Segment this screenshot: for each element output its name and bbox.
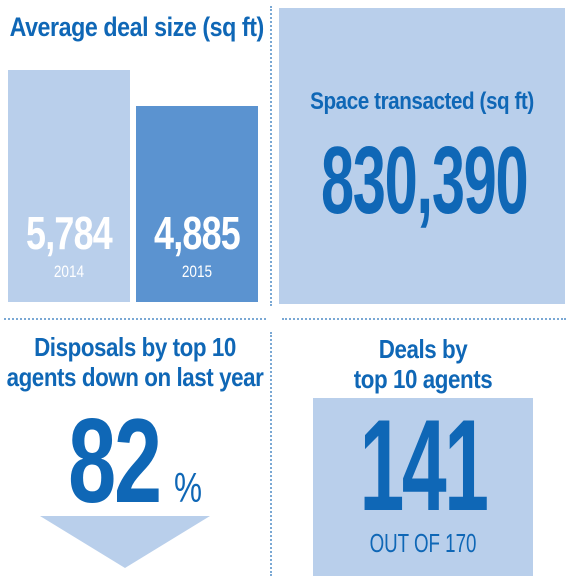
vertical-divider-top bbox=[270, 6, 272, 306]
vertical-divider-bottom bbox=[270, 332, 272, 576]
average-deal-size-panel: Average deal size (sq ft) 5,784 2014 4,885… bbox=[0, 0, 270, 310]
average-deal-size-title: Average deal size (sq ft) bbox=[9, 12, 265, 42]
disposals-title-line2: agents down on last year bbox=[6, 362, 264, 392]
space-transacted-value: 830,390 bbox=[320, 127, 529, 234]
deals-box: 141 OUT OF 170 bbox=[313, 392, 533, 576]
deals-sub: OUT OF 170 bbox=[369, 528, 477, 558]
deals-title-line2: top 10 agents bbox=[353, 364, 493, 394]
disposals-title-line1: Disposals by top 10 bbox=[34, 332, 236, 362]
disposals-panel: Disposals by top 10 agents down on last … bbox=[0, 322, 270, 582]
disposals-unit: % bbox=[173, 464, 203, 511]
deals-panel: Deals by top 10 agents 141 OUT OF 170 bbox=[276, 322, 570, 582]
bar-category-label-2015: 2015 bbox=[181, 262, 213, 281]
bar-category-label-2014: 2014 bbox=[53, 262, 85, 281]
bar-value-label-2014: 5,784 bbox=[26, 207, 113, 259]
bar-2014: 5,784 2014 bbox=[8, 70, 130, 302]
horizontal-divider-right bbox=[282, 318, 566, 320]
down-arrow-icon bbox=[40, 516, 210, 568]
bar-value-label-2015: 4,885 bbox=[154, 207, 241, 259]
bar-2015: 4,885 2015 bbox=[136, 106, 258, 302]
deals-value: 141 bbox=[359, 392, 489, 538]
disposals-value: 82 bbox=[68, 394, 162, 528]
space-transacted-title: Space transacted (sq ft) bbox=[310, 88, 534, 115]
deals-title-line1: Deals by bbox=[378, 334, 468, 364]
space-transacted-panel: Space transacted (sq ft) 830,390 bbox=[279, 8, 565, 304]
horizontal-divider-left bbox=[4, 318, 266, 320]
